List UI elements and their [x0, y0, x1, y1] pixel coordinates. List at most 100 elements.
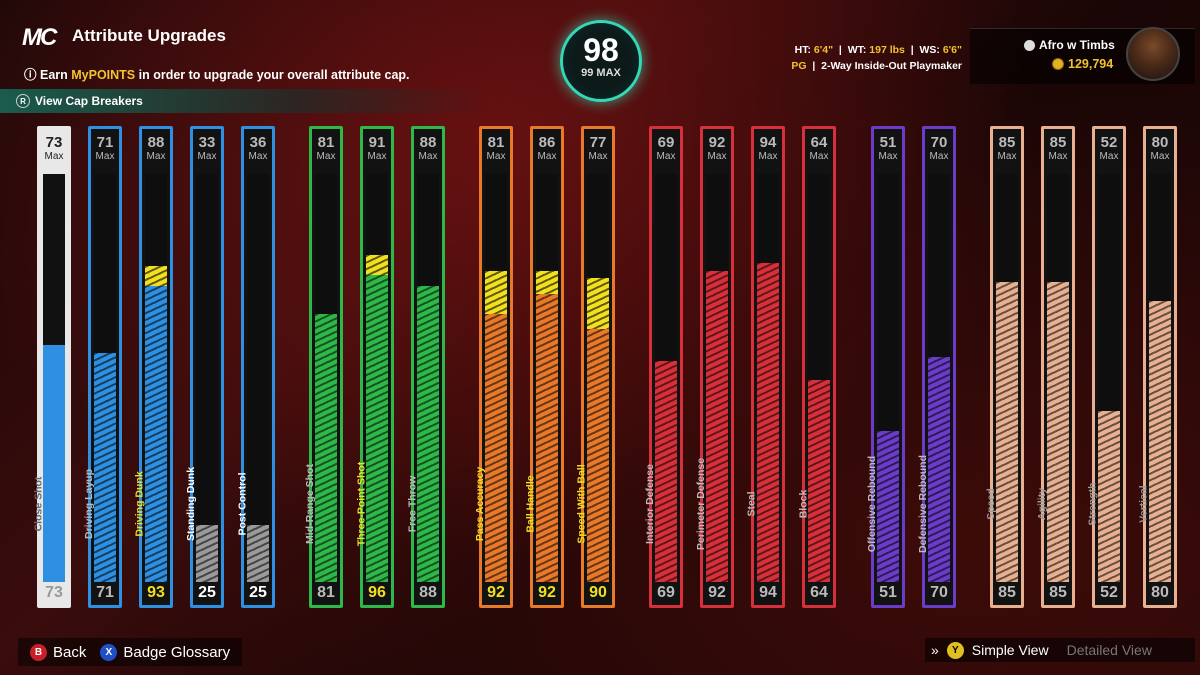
chevrons-icon: »	[931, 642, 939, 658]
attribute-current-value: 94	[759, 584, 777, 601]
attribute-max-value: 85	[998, 134, 1016, 151]
attribute-fill	[315, 314, 337, 582]
attribute-max-value: 70	[930, 134, 948, 151]
attribute-track	[145, 174, 167, 582]
attribute-fill	[1047, 282, 1069, 582]
attribute-boost-fill	[485, 271, 507, 314]
attribute-boost-fill	[536, 271, 558, 294]
attribute-bar-speed-with-ball[interactable]: 77 Max Speed With Ball 90	[576, 126, 615, 608]
attribute-name: Steal	[746, 491, 759, 517]
attribute-current-value: 96	[368, 584, 386, 601]
attribute-max-label: Max	[316, 151, 336, 162]
attribute-bar-agility[interactable]: 85 Max Agility 85	[1036, 126, 1075, 608]
attribute-bar-pass-accuracy[interactable]: 81 Max Pass Accuracy 92	[474, 126, 513, 608]
attribute-track	[315, 174, 337, 582]
attribute-bar-interior-defense[interactable]: 69 Max Interior Defense 69	[644, 126, 683, 608]
attribute-name: Strength	[1087, 482, 1100, 526]
simple-view-button[interactable]: Simple View	[971, 642, 1049, 658]
attribute-current-value: 25	[198, 584, 216, 601]
attribute-bar-vertical[interactable]: 80 Max Vertical 80	[1138, 126, 1177, 608]
attribute-max-label: Max	[197, 151, 217, 162]
attribute-name: Block	[797, 489, 809, 519]
attribute-bar-block[interactable]: 64 Max Block 64	[797, 126, 836, 608]
attribute-bar-speed[interactable]: 85 Max Speed 85	[985, 126, 1024, 608]
attribute-bar-strength[interactable]: 52 Max Strength 52	[1087, 126, 1126, 608]
attribute-fill	[247, 525, 269, 582]
attribute-track	[928, 174, 950, 582]
attribute-current-value: 73	[45, 584, 63, 601]
detailed-view-button[interactable]: Detailed View	[1066, 642, 1152, 658]
view-cap-breakers-button[interactable]: R View Cap Breakers	[16, 94, 143, 108]
attribute-name: Post Control	[236, 472, 248, 536]
attribute-max-label: Max	[707, 151, 727, 162]
overall-rating: 98 99 MAX	[560, 20, 642, 102]
attribute-name: Perimeter Defense	[695, 457, 707, 551]
attribute-bar-steal[interactable]: 94 Max Steal 94	[746, 126, 785, 608]
attribute-current-value: 88	[419, 584, 437, 601]
attribute-bar-free-throw[interactable]: 88 Max Free Throw 88	[406, 126, 445, 608]
attribute-fill	[808, 380, 830, 582]
attribute-bar-close-shot[interactable]: 73 Max Close Shot 73	[32, 126, 71, 608]
y-button-icon: Y	[946, 641, 964, 659]
attribute-max-label: Max	[367, 151, 387, 162]
attribute-bar-driving-layup[interactable]: 71 Max Driving Layup 71	[83, 126, 122, 608]
attribute-max-value: 51	[879, 134, 897, 151]
badge-glossary-button[interactable]: Badge Glossary	[123, 643, 231, 661]
vc-balance: 129,794	[1052, 57, 1113, 71]
page-title: Attribute Upgrades	[72, 26, 226, 45]
attribute-name: Pass Accuracy	[474, 466, 486, 542]
attribute-max-label: Max	[1048, 151, 1068, 162]
attribute-current-value: 51	[879, 584, 897, 601]
attribute-max-value: 73	[45, 134, 63, 151]
attribute-current-value: 81	[317, 584, 335, 601]
attribute-track	[877, 174, 899, 582]
attribute-name: Speed With Ball	[576, 464, 588, 544]
attribute-current-value: 92	[538, 584, 556, 601]
attribute-name: Driving Layup	[83, 468, 96, 540]
attribute-track	[485, 174, 507, 582]
attribute-max-label: Max	[878, 151, 898, 162]
attribute-bar-perimeter-defense[interactable]: 92 Max Perimeter Defense 92	[695, 126, 734, 608]
attribute-track	[757, 174, 779, 582]
attribute-max-value: 36	[249, 134, 267, 151]
attribute-current-value: 69	[657, 584, 675, 601]
attribute-name: Driving Dunk	[134, 471, 146, 537]
attribute-bar-post-control[interactable]: 36 Max Post Control 25	[236, 126, 275, 608]
xbox-icon	[1024, 39, 1035, 51]
attribute-bar-mid-range-shot[interactable]: 81 Max Mid-Range Shot 81	[304, 126, 343, 608]
attribute-max-value: 81	[487, 134, 505, 151]
back-button[interactable]: Back	[53, 643, 87, 661]
attribute-max-value: 80	[1151, 134, 1169, 151]
attribute-bar-ball-handle[interactable]: 86 Max Ball Handle 92	[525, 126, 564, 608]
attribute-bar-driving-dunk[interactable]: 88 Max Driving Dunk 93	[134, 126, 173, 608]
attribute-current-value: 92	[487, 584, 505, 601]
attribute-bar-standing-dunk[interactable]: 33 Max Standing Dunk 25	[185, 126, 224, 608]
attribute-fill	[145, 286, 167, 582]
attribute-current-value: 85	[1049, 584, 1067, 601]
attribute-fill	[43, 345, 65, 582]
overall-value: 98	[583, 32, 619, 68]
attribute-max-value: 86	[538, 134, 556, 151]
attribute-max-label: Max	[95, 151, 115, 162]
attribute-fill	[757, 263, 779, 582]
attribute-max-label: Max	[44, 151, 64, 162]
attribute-max-label: Max	[656, 151, 676, 162]
attribute-name: Three-Point Shot	[355, 461, 367, 547]
attribute-current-value: 70	[930, 584, 948, 601]
attribute-name: Mid-Range Shot	[304, 464, 317, 544]
attribute-max-label: Max	[809, 151, 829, 162]
attribute-max-value: 69	[657, 134, 675, 151]
attribute-track	[808, 174, 830, 582]
attribute-name: Offensive Rebound	[866, 455, 879, 553]
attribute-bar-defensive-rebound[interactable]: 70 Max Defensive Rebound 70	[917, 126, 956, 608]
attribute-fill	[587, 329, 609, 582]
attribute-bar-offensive-rebound[interactable]: 51 Max Offensive Rebound 51	[866, 126, 905, 608]
attribute-max-value: 88	[419, 134, 437, 151]
vc-coin-icon	[1052, 58, 1064, 70]
attribute-max-label: Max	[929, 151, 949, 162]
player-archetype: 2-Way Inside-Out Playmaker	[821, 60, 962, 72]
attribute-fill	[877, 431, 899, 582]
attribute-name: Standing Dunk	[185, 466, 197, 542]
attribute-bar-three-point-shot[interactable]: 91 Max Three-Point Shot 96	[355, 126, 394, 608]
attribute-fill	[655, 361, 677, 582]
